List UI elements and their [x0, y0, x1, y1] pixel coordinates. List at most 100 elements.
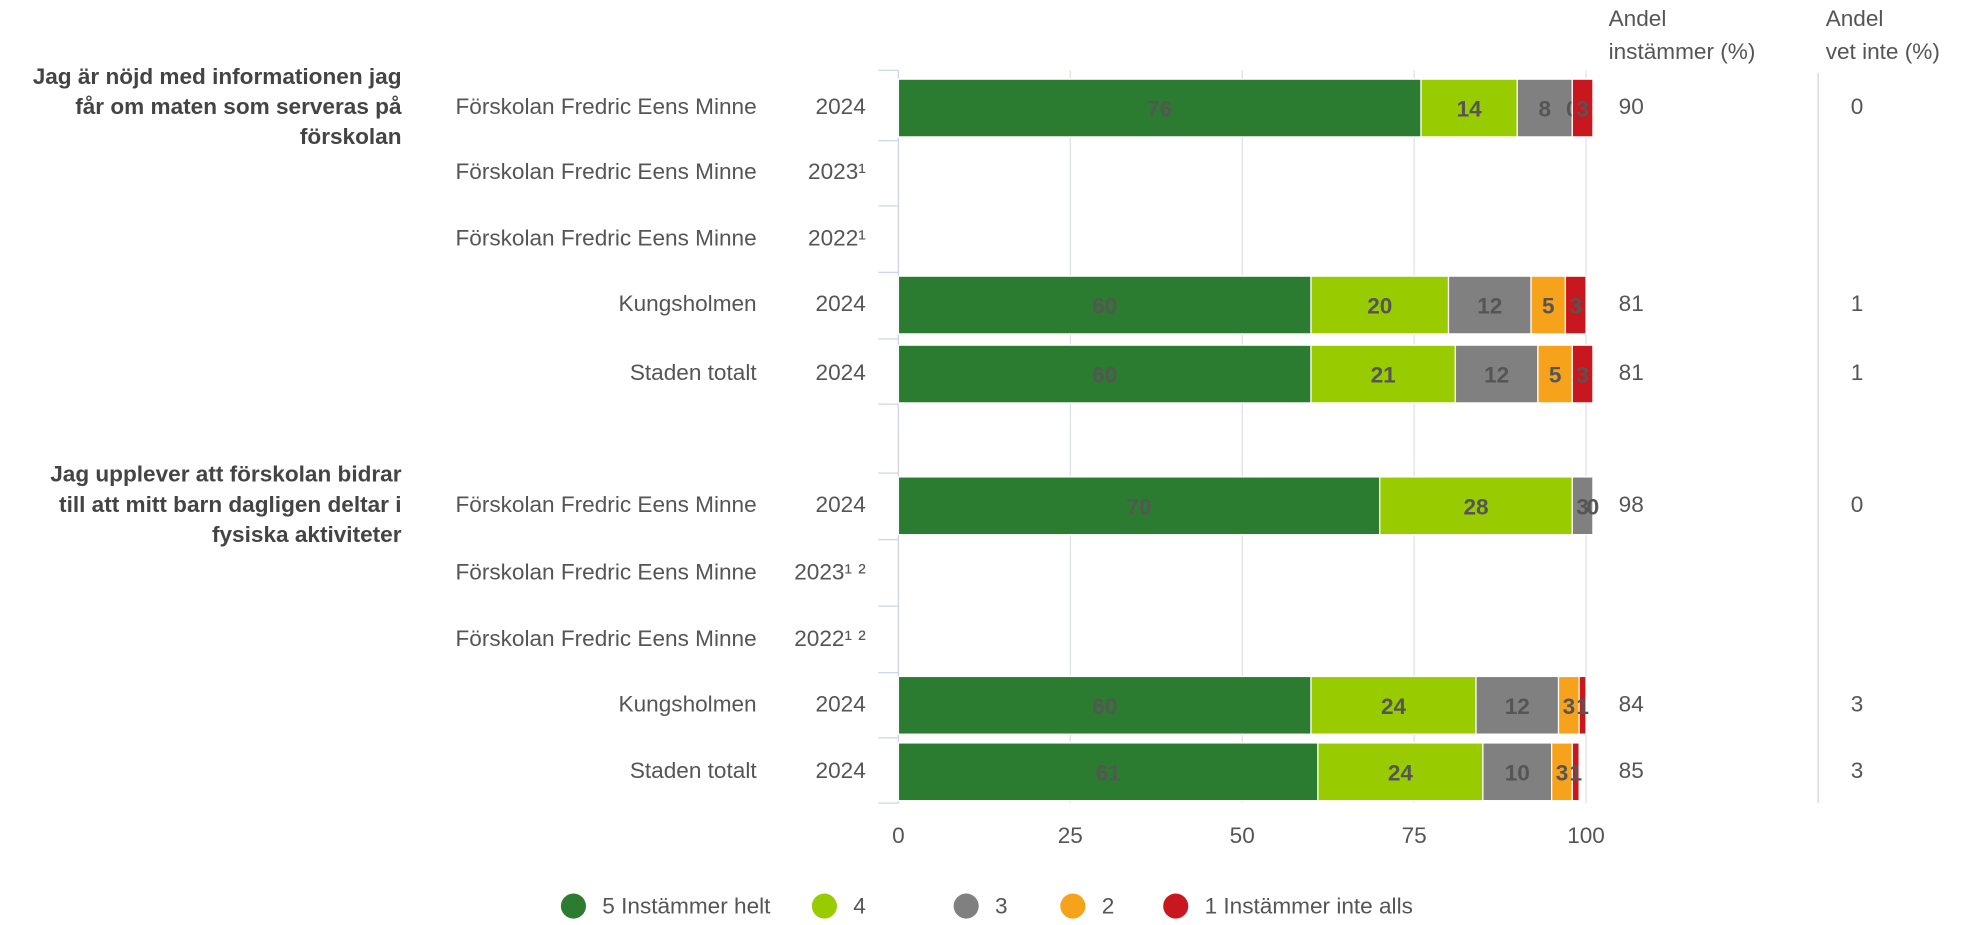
- category-label: Förskolan Fredric Eens Minne: [455, 626, 756, 651]
- group-label: får om maten som serveras på: [75, 94, 402, 119]
- column-value: 1: [1851, 291, 1864, 316]
- column-header: instämmer (%): [1609, 39, 1756, 64]
- legend-label: 1 Instämmer inte alls: [1205, 893, 1413, 918]
- bar-segment: [1420, 78, 1518, 138]
- category-label: Staden totalt: [630, 758, 758, 783]
- data-label: 12: [1484, 363, 1509, 388]
- year-label: 2022¹ ²: [794, 626, 866, 651]
- year-label: 2022¹: [808, 226, 866, 251]
- legend-label: 3: [995, 893, 1008, 918]
- bar-segment: [1310, 275, 1450, 335]
- column-value: 1: [1851, 360, 1864, 385]
- category-label: Förskolan Fredric Eens Minne: [455, 560, 756, 585]
- bar-segment: [1482, 742, 1553, 802]
- data-label: 60: [1092, 694, 1117, 719]
- bar-segment: [1571, 344, 1594, 404]
- data-label: 5: [1549, 363, 1562, 388]
- column-value: 3: [1851, 691, 1864, 716]
- data-label: 3: [1576, 97, 1589, 122]
- category-label: Kungsholmen: [619, 691, 757, 716]
- category-label: Staden totalt: [630, 360, 758, 385]
- year-label: 2024: [816, 360, 866, 385]
- column-value: 81: [1619, 291, 1644, 316]
- legend-label: 4: [853, 893, 866, 918]
- legend-label: 2: [1102, 893, 1115, 918]
- x-tick-label: 50: [1230, 823, 1255, 848]
- legend-marker: [811, 893, 837, 919]
- data-label: 0: [1587, 494, 1600, 519]
- category-label: Förskolan Fredric Eens Minne: [455, 159, 756, 184]
- year-label: 2024: [816, 758, 866, 783]
- year-label: 2023¹: [808, 159, 866, 184]
- group-label: till att mitt barn dagligen deltar i: [59, 492, 401, 517]
- column-value: 85: [1619, 758, 1644, 783]
- group-label: fysiska aktiviteter: [212, 522, 402, 547]
- group-label: Jag är nöjd med informationen jag: [33, 64, 402, 89]
- bar-segment: [1564, 275, 1587, 335]
- category-label: Förskolan Fredric Eens Minne: [455, 226, 756, 251]
- column-value: 98: [1619, 492, 1644, 517]
- data-label: 70: [1127, 494, 1152, 519]
- data-label: 3: [1556, 760, 1569, 785]
- legend-label: 5 Instämmer helt: [602, 893, 771, 918]
- column-value: 84: [1619, 691, 1644, 716]
- legend-marker: [1163, 893, 1189, 919]
- data-label: 1: [1576, 694, 1589, 719]
- bar-segment: [1530, 275, 1567, 335]
- group-label: Jag upplever att förskolan bidrar: [50, 462, 402, 487]
- bar-segment: [1571, 742, 1580, 802]
- data-label: 76: [1147, 97, 1172, 122]
- data-label: 12: [1477, 294, 1502, 319]
- bar-segment: [897, 275, 1312, 335]
- data-label: 3: [1576, 363, 1589, 388]
- year-label: 2024: [816, 94, 866, 119]
- data-label: 10: [1505, 760, 1530, 785]
- data-label: 60: [1092, 363, 1117, 388]
- column-header: vet inte (%): [1826, 39, 1940, 64]
- year-label: 2023¹ ²: [794, 560, 866, 585]
- data-label: 8: [1538, 97, 1551, 122]
- column-value: 90: [1619, 94, 1644, 119]
- year-label: 2024: [816, 492, 866, 517]
- column-header: Andel: [1609, 6, 1667, 31]
- x-tick-label: 75: [1402, 823, 1427, 848]
- bar-segment: [897, 78, 1422, 138]
- bar-segment: [1454, 344, 1539, 404]
- data-label: 28: [1463, 494, 1488, 519]
- bar-segment: [897, 675, 1312, 735]
- bar-segment: [1571, 476, 1594, 536]
- column-value: 3: [1851, 758, 1864, 783]
- year-label: 2024: [816, 691, 866, 716]
- x-tick-label: 100: [1567, 823, 1605, 848]
- bar-segment: [1537, 344, 1573, 404]
- bar-segment: [1379, 476, 1573, 536]
- category-label: Förskolan Fredric Eens Minne: [455, 94, 756, 119]
- bar-segment: [1310, 675, 1477, 735]
- data-label: 14: [1457, 97, 1483, 122]
- data-label: 1: [1569, 760, 1582, 785]
- bar-segment: [1571, 78, 1594, 138]
- data-label: 21: [1371, 363, 1396, 388]
- x-tick-label: 0: [892, 823, 905, 848]
- column-value: 0: [1851, 492, 1864, 517]
- data-label: 3: [1576, 494, 1589, 519]
- column-value: 0: [1851, 94, 1864, 119]
- legend-marker: [953, 893, 979, 919]
- column-value: 81: [1619, 360, 1644, 385]
- year-label: 2024: [816, 291, 866, 316]
- data-label: 61: [1096, 760, 1121, 785]
- bar-segment: [1516, 78, 1573, 138]
- bar-segment: [1447, 275, 1532, 335]
- data-label: 3: [1569, 294, 1582, 319]
- data-label: 3: [1563, 694, 1576, 719]
- data-label: 5: [1542, 294, 1555, 319]
- category-label: Förskolan Fredric Eens Minne: [455, 492, 756, 517]
- column-header: Andel: [1826, 6, 1884, 31]
- x-tick-label: 25: [1058, 823, 1083, 848]
- bar-segment: [1578, 675, 1587, 735]
- category-label: Kungsholmen: [619, 291, 757, 316]
- data-label: 20: [1367, 294, 1392, 319]
- bar-segment: [897, 476, 1381, 536]
- legend-marker: [1060, 893, 1086, 919]
